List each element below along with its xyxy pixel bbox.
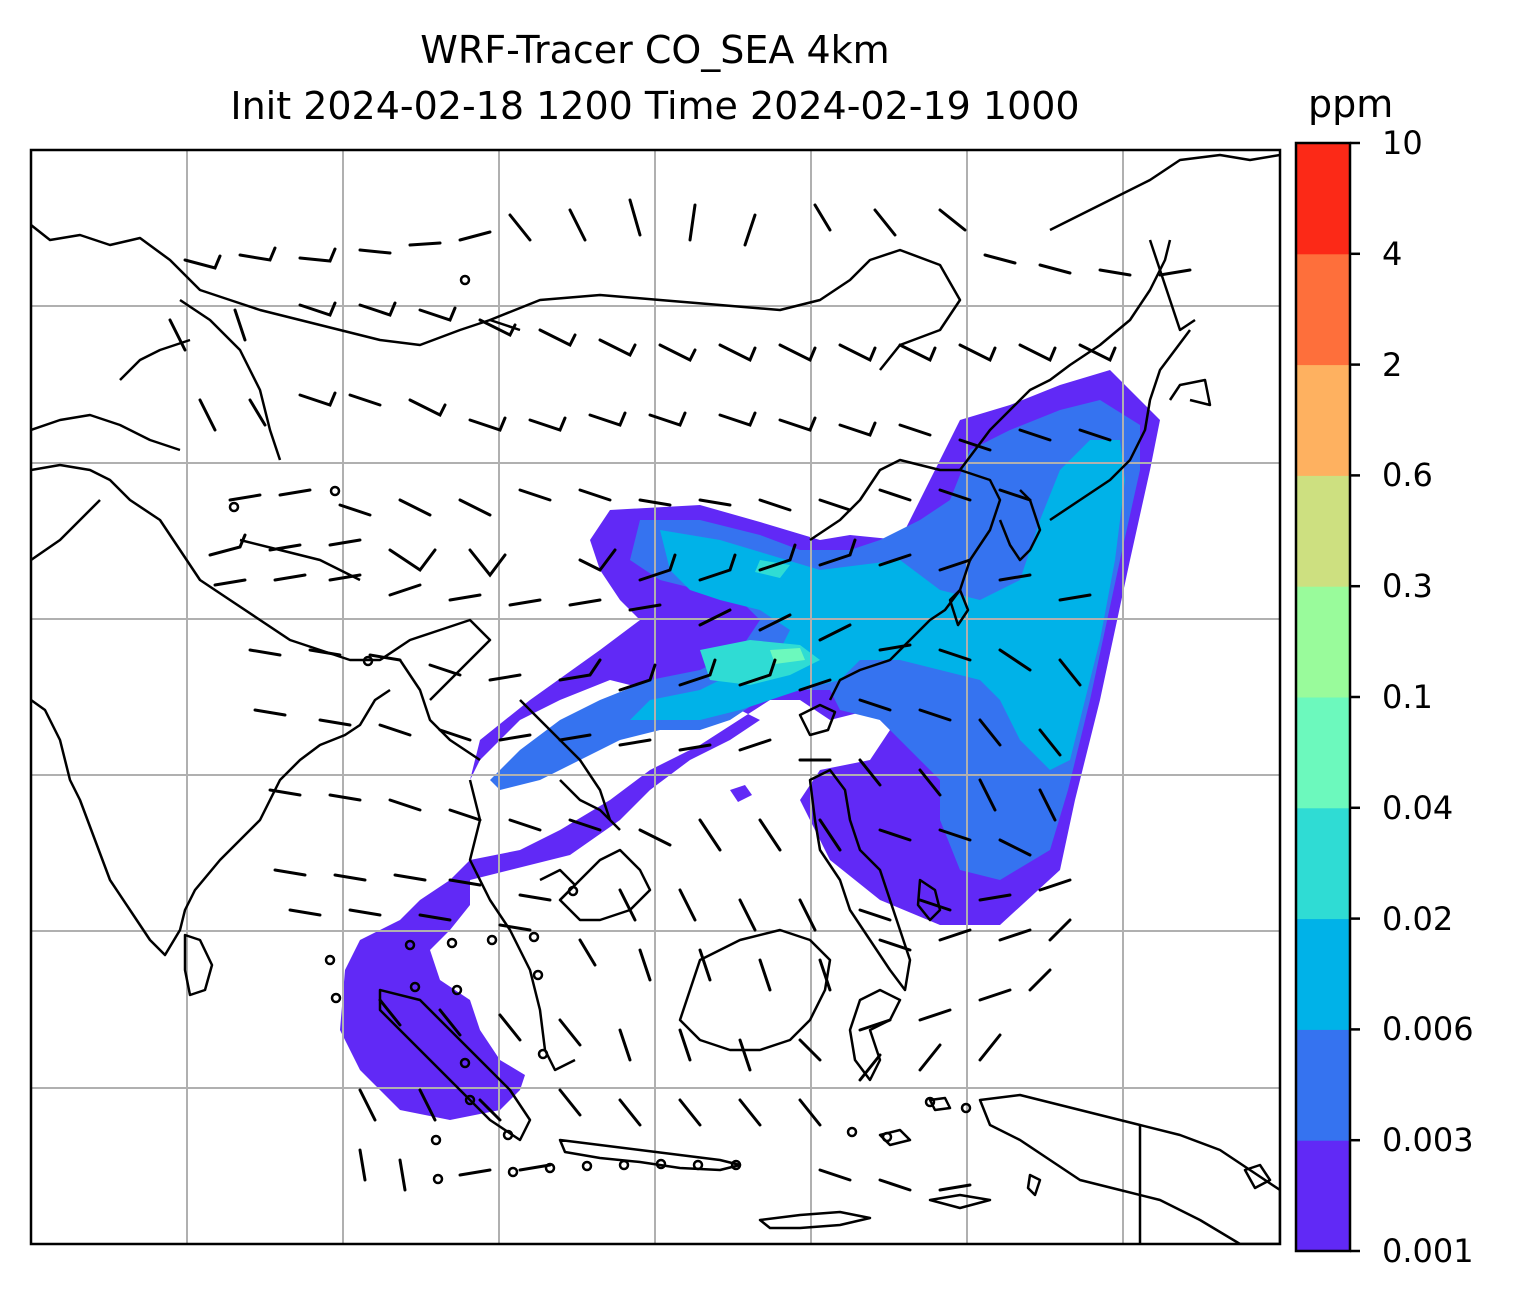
plume-layer-0006: [630, 440, 1125, 770]
colorbar-tick-label: 0.3: [1382, 567, 1433, 606]
colorbar-tick-label: 0.6: [1382, 456, 1433, 495]
colorbar-tick-label: 0.02: [1382, 899, 1454, 938]
map-title-line1: WRF-Tracer CO_SEA 4km: [420, 28, 890, 72]
colorbar-segment: [1296, 253, 1350, 366]
colorbar-unit-label: ppm: [1308, 82, 1394, 126]
colorbar-tick-label: 10: [1382, 124, 1423, 162]
colorbar-segment: [1296, 586, 1350, 698]
plume-layer-004: [770, 648, 805, 664]
colorbar-segment: [1296, 475, 1350, 587]
colorbar-tick-label: 0.001: [1382, 1232, 1474, 1270]
wind-barbs: [168, 198, 1192, 1192]
colorbar-segment: [1296, 1140, 1350, 1252]
calm-wind-circles: [228, 274, 972, 1185]
coastlines: [31, 153, 1280, 1244]
colorbar-tick-label: 0.006: [1382, 1010, 1474, 1049]
map-area: [31, 150, 1280, 1244]
colorbar-segment: [1296, 364, 1350, 476]
colorbar-segment: [1296, 143, 1350, 255]
colorbar-segment: [1296, 697, 1350, 809]
colorbar-segment: [1296, 807, 1350, 920]
colorbar: [1294, 141, 1360, 1253]
colorbar-segment: [1296, 1029, 1350, 1141]
gridlines: [31, 150, 1280, 1244]
colorbar-tick-label: 0.04: [1382, 788, 1454, 827]
map-frame: [29, 148, 1282, 1246]
colorbar-segment: [1296, 918, 1350, 1030]
colorbar-tick-label: 0.003: [1382, 1121, 1474, 1160]
map-title-line2: Init 2024-02-18 1200 Time 2024-02-19 100…: [230, 84, 1080, 128]
colorbar-tick-label: 0.1: [1382, 678, 1433, 716]
colorbar-tick-label: 4: [1382, 234, 1403, 273]
colorbar-tick-label: 2: [1382, 345, 1403, 384]
